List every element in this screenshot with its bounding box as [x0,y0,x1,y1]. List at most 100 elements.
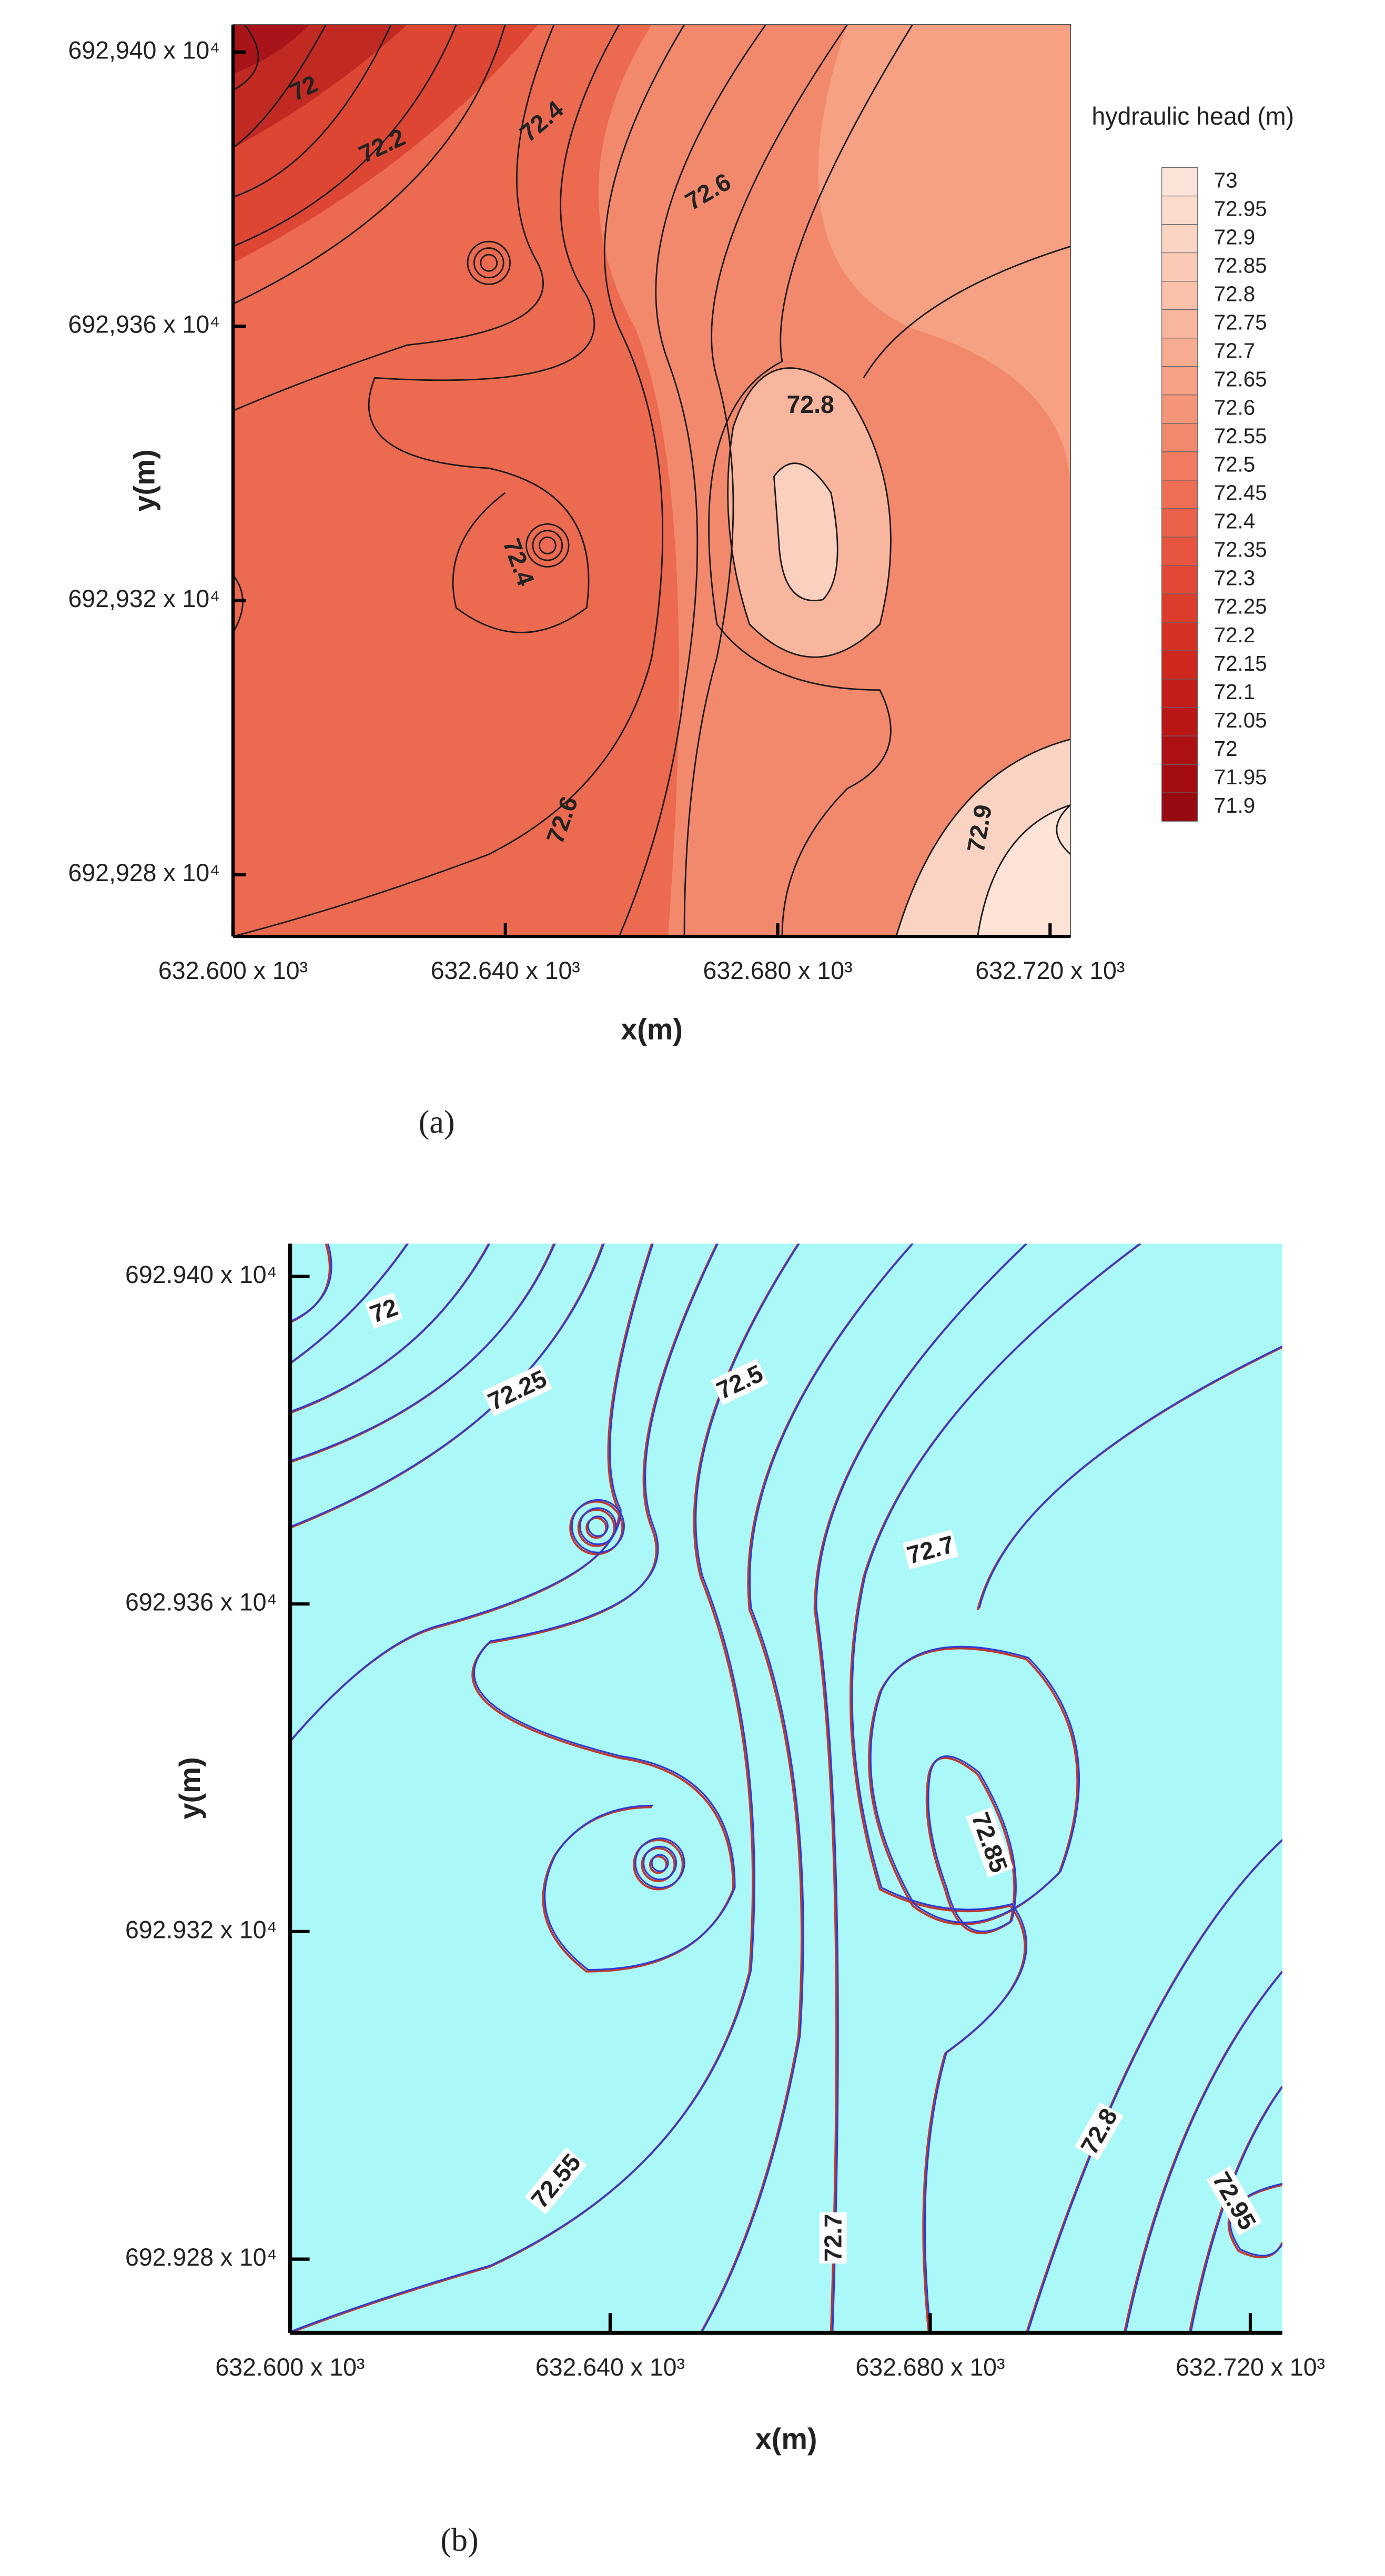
colorbar-label: 72.2 [1214,623,1255,647]
contour-label-bg [711,1358,769,1406]
y-tick-label: 692,936 x 10⁴ [68,310,220,338]
colorbar-label: 72.6 [1214,395,1255,419]
contour-line [1027,1838,1282,2332]
colorbar-label: 72.1 [1214,680,1255,704]
y-tick-label: 692,940 x 10⁴ [68,36,220,64]
colorbar-label: 72.35 [1214,538,1267,562]
contour-line [577,1509,615,1547]
contour-field-b [290,1244,1282,2333]
y-tick-label: 692.940 x 10⁴ [125,1261,277,1288]
colorbar-cell [1161,679,1198,708]
colorbar-label: 72.85 [1214,253,1267,277]
contour-line [291,1244,654,1741]
contour-label-bg [819,2212,847,2264]
colorbar-cell [1161,423,1198,452]
y-axis-label: y(m) [173,1757,206,1820]
contour-label-bg [1206,2166,1262,2236]
colorbar-cell [1161,451,1198,481]
caption: (b) [440,2522,478,2558]
x-tick-label: 632.680 x 10³ [703,957,852,984]
colorbar-label: 73 [1214,168,1238,192]
colorbar-label: 72.75 [1214,310,1267,334]
colorbar-label: 72 [1214,736,1238,761]
colorbar-title: hydraulic head (m) [1091,103,1294,130]
colorbar-cell [1161,252,1198,282]
colorbar-cell [1161,167,1198,197]
x-tick-label: 632.600 x 10³ [158,957,308,984]
contour-label-bg [902,1530,959,1570]
colorbar-cell [1161,281,1198,310]
colorbar-cell [1161,792,1198,822]
colorbar-label: 72.95 [1214,196,1267,220]
x-axis-label: x(m) [621,1013,683,1046]
y-tick-label: 692.928 x 10⁴ [125,2244,277,2271]
x-tick-label: 632.640 x 10³ [535,2353,685,2381]
contour-line [870,1645,1080,1924]
contour-label-bg [365,1292,403,1329]
y-tick-label: 692,928 x 10⁴ [68,859,220,886]
colorbar-label: 72.15 [1214,651,1267,675]
colorbar-label: 72.9 [1214,225,1255,249]
contour-line [291,1244,800,2332]
colorbar-label: 72.25 [1214,594,1267,619]
colorbar-label: 72.65 [1214,367,1267,391]
colorbar-cell [1161,224,1198,254]
colorbar-cell [1161,764,1198,793]
y-tick-label: 692,932 x 10⁴ [68,585,220,612]
x-axis-label: x(m) [755,2422,817,2456]
contour-line [579,1507,617,1545]
contour-line [643,1845,678,1881]
contour-line [587,1516,609,1537]
x-tick-label: 632.720 x 10³ [1176,2353,1325,2381]
contour-line [651,1854,669,1872]
colorbar-cell [1161,338,1198,367]
colorbar-cell [1161,593,1198,623]
contour-label-bg [966,1807,1014,1878]
colorbar-label: 72.45 [1214,480,1267,504]
colorbar-label: 72.05 [1214,708,1267,732]
y-tick-label: 692.936 x 10⁴ [125,1588,277,1615]
x-tick-label: 632.720 x 10³ [975,957,1125,984]
colorbar-cell [1161,735,1198,765]
colorbar-cell [1161,622,1198,651]
contour-label: 72.7 [820,2214,847,2262]
contour-line [851,1244,1141,2331]
contour-field-a [232,24,1071,937]
contour-line [641,1847,676,1882]
x-tick-label: 632.600 x 10³ [215,2353,365,2381]
colorbar-cell [1161,650,1198,680]
contour-line [649,1855,668,1874]
contour-line [1125,1970,1282,2331]
contour-line [634,1837,685,1888]
colorbar-label: 72.4 [1214,509,1255,533]
contour-line [291,1244,491,1412]
contour-label-bg [482,1363,552,1417]
contour-line [815,1244,1028,2331]
colorbar-label: 72.8 [1214,281,1255,306]
colorbar-label: 71.95 [1214,765,1267,789]
y-axis-label: y(m) [128,449,161,512]
contour-line [978,1345,1282,1609]
colorbar-label: 72.7 [1214,338,1255,362]
x-tick-label: 632.680 x 10³ [855,2353,1005,2381]
contour-line [701,1244,914,2332]
contour-label: 72.8 [786,391,834,418]
y-tick-label: 692.932 x 10⁴ [125,1916,277,1943]
colorbar-cell [1161,366,1198,396]
colorbar-label: 72.5 [1214,452,1255,476]
colorbar-cell [1161,309,1198,339]
contour-line [632,1838,684,1891]
caption: (a) [419,1104,455,1140]
colorbar-cell [1161,395,1198,424]
contour-label-bg [1074,2102,1124,2160]
colorbar-cell [1161,537,1198,566]
contour-line [291,1244,409,1363]
x-tick-label: 632.640 x 10³ [431,957,580,984]
contour-line [471,1244,734,1973]
contour-line [291,1244,332,1322]
colorbar-label: 71.9 [1214,793,1255,817]
contour-line [473,1244,736,1971]
contour-line [290,1244,800,2333]
